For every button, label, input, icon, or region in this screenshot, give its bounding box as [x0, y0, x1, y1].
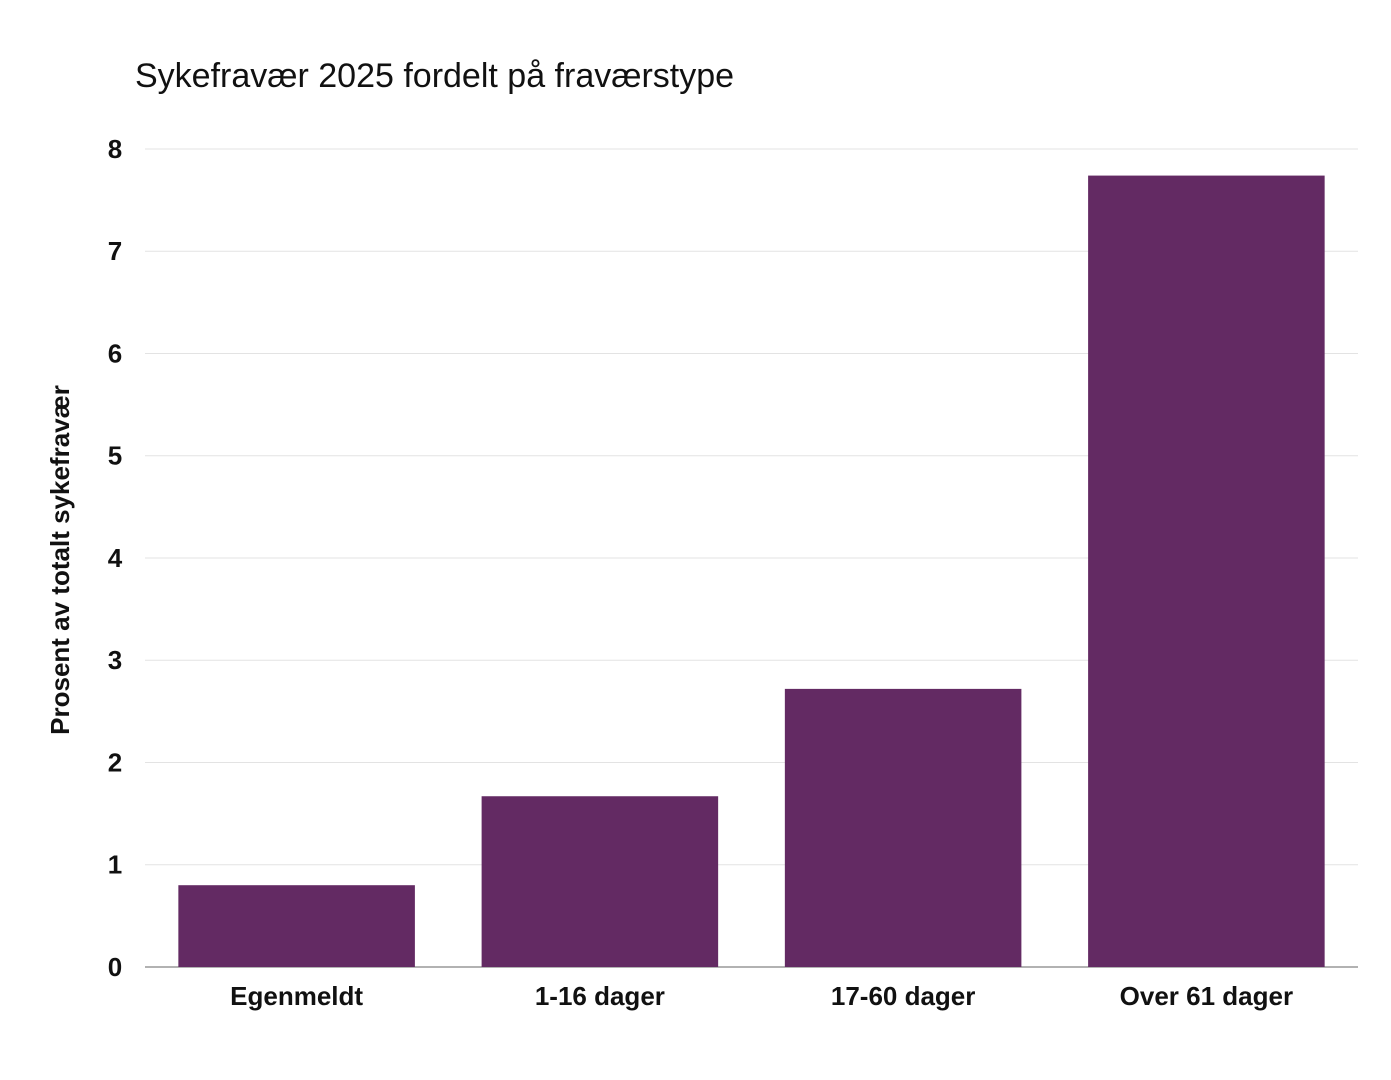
y-tick-label: 8 — [108, 134, 122, 164]
bar — [178, 885, 415, 967]
bar — [784, 688, 1022, 967]
x-tick-label: 17-60 dager — [831, 981, 976, 1011]
x-tick-label: 1-16 dager — [535, 981, 665, 1011]
x-tick-label: Egenmeldt — [230, 981, 363, 1011]
y-tick-label: 3 — [108, 645, 122, 675]
y-tick-label: 4 — [108, 543, 123, 573]
y-tick-label: 6 — [108, 338, 122, 368]
y-tick-label: 5 — [108, 441, 122, 471]
y-tick-label: 1 — [108, 850, 122, 880]
y-tick-label: 0 — [108, 952, 122, 982]
x-tick-label: Over 61 dager — [1120, 981, 1293, 1011]
bar — [481, 796, 719, 967]
y-axis-label: Prosent av totalt sykefravær — [45, 385, 75, 735]
chart-title: Sykefravær 2025 fordelt på fraværstype — [135, 57, 734, 95]
bar — [1088, 175, 1325, 967]
y-tick-label: 2 — [108, 747, 122, 777]
y-tick-label: 7 — [108, 236, 122, 266]
